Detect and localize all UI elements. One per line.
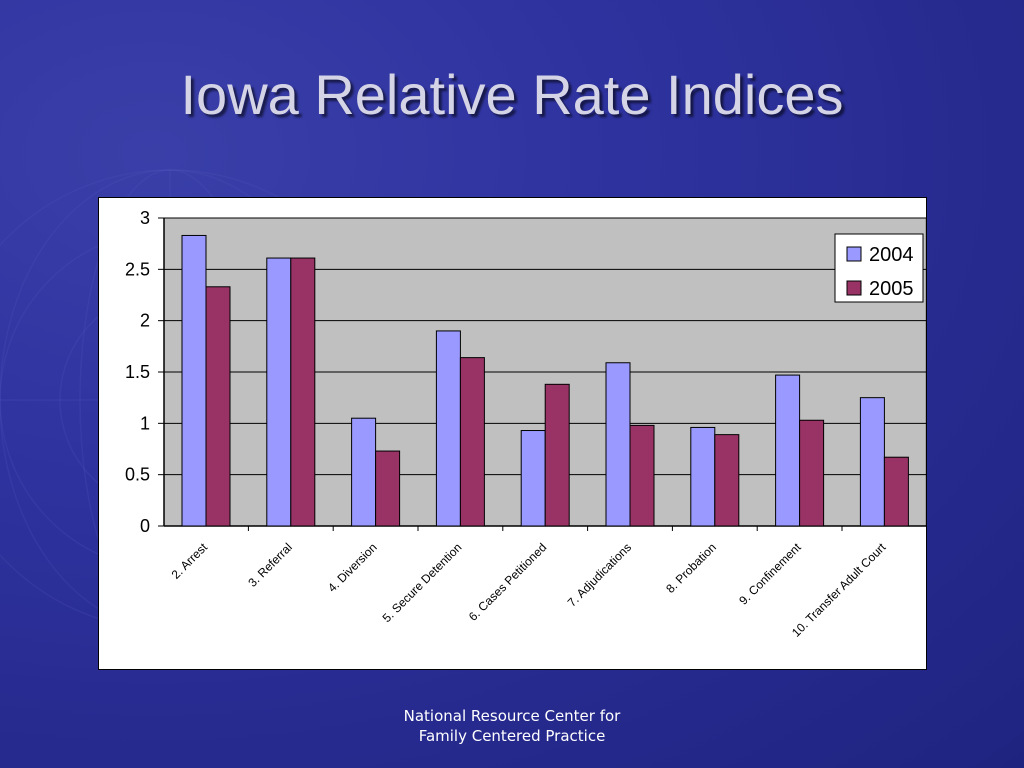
x-tick-label: 10. Transfer Adult Court	[789, 540, 889, 640]
x-tick-label: 2. Arrest	[169, 540, 211, 582]
slide-title: Iowa Relative Rate Indices	[180, 63, 844, 126]
x-tick-label: 8. Probation	[663, 540, 719, 596]
bar-2005	[375, 450, 401, 527]
bar-2005	[714, 434, 740, 527]
legend-label-2004: 2004	[869, 244, 914, 266]
y-tick-label: 3	[140, 208, 150, 228]
y-tick-label: 2	[140, 311, 150, 331]
bar-2004	[605, 362, 631, 527]
bar-2005	[459, 357, 485, 527]
bar-2005	[883, 456, 909, 527]
bar-2004	[775, 374, 801, 527]
x-tick-label: 4. Diversion	[325, 540, 380, 595]
footer-line-2: Family Centered Practice	[418, 727, 606, 745]
bar-2005	[205, 286, 231, 527]
x-tick-label: 9. Confinement	[736, 540, 804, 608]
x-tick-label: 3. Referral	[245, 540, 295, 590]
bar-2004	[351, 417, 377, 527]
bar-2005	[290, 257, 316, 527]
bar-2004	[435, 330, 461, 527]
bar-2005	[799, 419, 825, 527]
x-tick-label: 5. Secure Detention	[380, 540, 465, 625]
chart-frame: 0 0.5 1 1.5 2 2.5 3 2. Arrest 3. Referral 4. Dive…	[98, 197, 927, 670]
footer-line-1: National Resource Center for	[403, 707, 621, 725]
legend-swatch-2004	[846, 246, 862, 262]
y-tick-label: 1.5	[125, 362, 150, 382]
y-tick-label: 0.5	[125, 465, 150, 485]
y-tick-label: 0	[140, 516, 150, 536]
bar-2004	[266, 257, 292, 527]
bar-2004	[181, 234, 207, 527]
bar-chart: 0 0.5 1 1.5 2 2.5 3 2. Arrest 3. Referral 4. Dive…	[125, 208, 926, 640]
legend-label-2005: 2005	[869, 278, 914, 300]
x-tick-label: 6. Cases Petitioned	[466, 540, 549, 623]
y-tick-label: 2.5	[125, 259, 150, 279]
bar-2004	[690, 426, 716, 527]
bar-2004	[859, 397, 885, 527]
legend-swatch-2005	[846, 280, 862, 296]
footer: National Resource Center for Family Cent…	[0, 706, 1024, 746]
bar-2005	[629, 424, 655, 527]
y-tick-label: 1	[140, 413, 150, 433]
bar-2004	[520, 430, 546, 527]
bar-2005	[544, 383, 570, 527]
x-tick-label: 7. Adjudications	[565, 540, 634, 609]
